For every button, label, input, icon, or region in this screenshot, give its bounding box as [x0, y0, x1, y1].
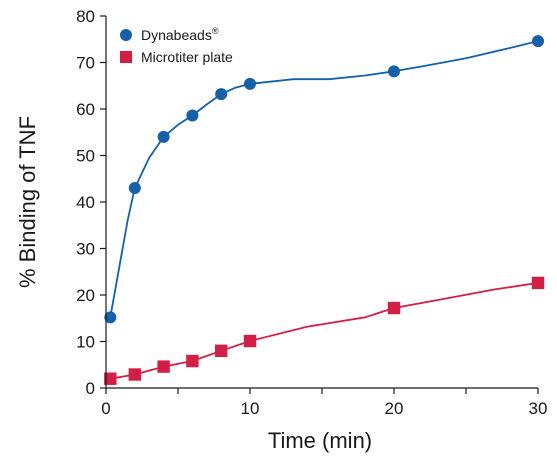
plot-area — [104, 35, 545, 385]
y-axis-label: % Binding of TNF — [15, 116, 40, 288]
y-tick-label: 70 — [76, 54, 95, 73]
data-point — [532, 35, 544, 48]
x-tick-label: 10 — [241, 399, 260, 418]
legend-marker — [120, 51, 132, 63]
y-tick-label: 60 — [76, 100, 95, 119]
legend: Dynabeads® Microtiter plate — [120, 26, 233, 65]
data-point — [388, 65, 400, 78]
legend-label: Dynabeads® — [141, 26, 219, 43]
data-point — [215, 344, 228, 357]
series-line-2 — [109, 281, 539, 380]
legend-marker — [120, 29, 132, 41]
y-tick-label: 20 — [76, 286, 95, 305]
data-point — [531, 276, 545, 290]
legend-label: Microtiter plate — [141, 49, 233, 65]
data-point — [186, 354, 199, 368]
y-tick-label: 10 — [76, 333, 95, 352]
y-tick-label: 80 — [76, 7, 95, 26]
data-point — [157, 360, 170, 373]
y-tick-label: 50 — [76, 147, 95, 166]
y-tick-label: 40 — [76, 193, 95, 212]
data-point — [157, 130, 170, 143]
x-tick-label: 30 — [529, 399, 548, 418]
series-line-1 — [109, 40, 539, 319]
legend-trademark: ® — [212, 26, 219, 36]
data-point — [128, 368, 141, 381]
data-point — [104, 311, 117, 324]
axes: 0 10 20 30 40 50 60 70 80 0 10 20 30 — [76, 7, 547, 418]
data-point — [104, 372, 117, 385]
y-tick-label: 30 — [76, 240, 95, 259]
data-point — [387, 301, 401, 315]
data-point — [215, 88, 228, 101]
data-point — [128, 182, 141, 195]
x-axis-label: Time (min) — [268, 428, 372, 453]
x-tick-label: 20 — [385, 399, 404, 418]
data-point — [244, 77, 256, 90]
y-tick-label: 0 — [86, 379, 95, 398]
x-tick-label: 0 — [101, 399, 110, 418]
data-point — [186, 109, 199, 122]
data-point — [243, 334, 257, 348]
